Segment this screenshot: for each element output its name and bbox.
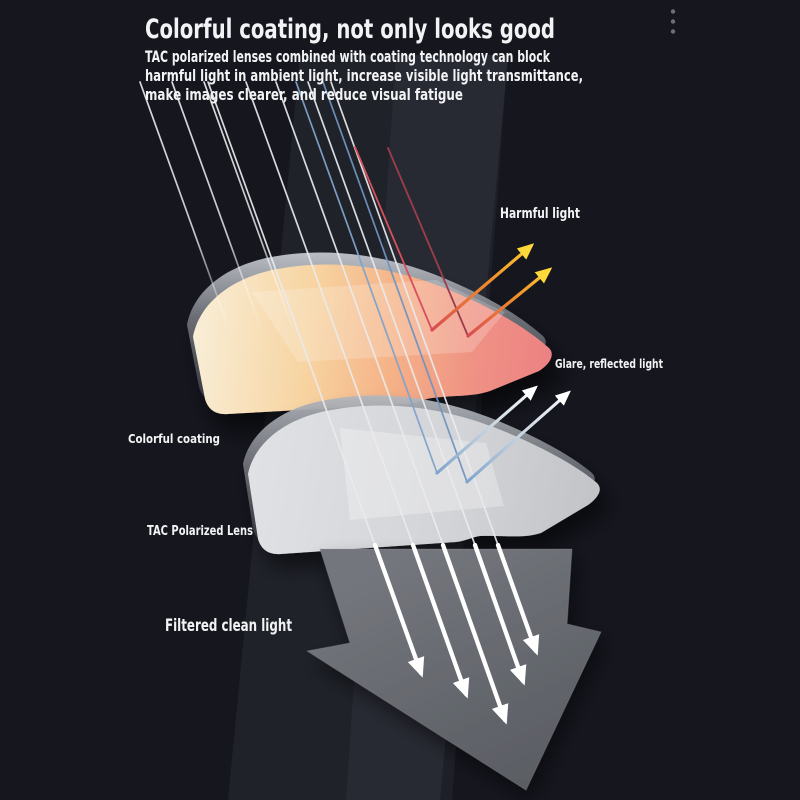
lens-highlight <box>252 280 505 362</box>
glare-label: Glare, reflected light <box>555 356 663 371</box>
subtitle-line-2: harmful light in ambient light, increase… <box>145 66 583 85</box>
glare-rays <box>295 81 468 483</box>
vertical-ellipsis-icon <box>670 9 676 34</box>
colorful-coating-lens <box>187 252 552 415</box>
tac-lens-label: TAC Polarized Lens <box>147 524 253 539</box>
filtered-light-arrow-shape <box>305 548 602 791</box>
page-title: Colorful coating, not only looks good <box>145 14 555 45</box>
filtered-light-label: Filtered clean light <box>165 616 292 636</box>
harmful-light-label: Harmful light <box>500 206 580 222</box>
glare-arrows <box>435 385 571 484</box>
harmful-light-arrows <box>430 243 553 338</box>
subtitle-line-1: TAC polarized lenses combined with coati… <box>145 47 550 66</box>
colorful-coating-label: Colorful coating <box>128 431 220 446</box>
subtitle-line-3: make images clearer, and reduce visual f… <box>145 85 463 104</box>
incoming-light-rays <box>139 81 499 546</box>
clean-light-arrows <box>372 542 540 725</box>
harmful-light-rays <box>354 146 469 337</box>
